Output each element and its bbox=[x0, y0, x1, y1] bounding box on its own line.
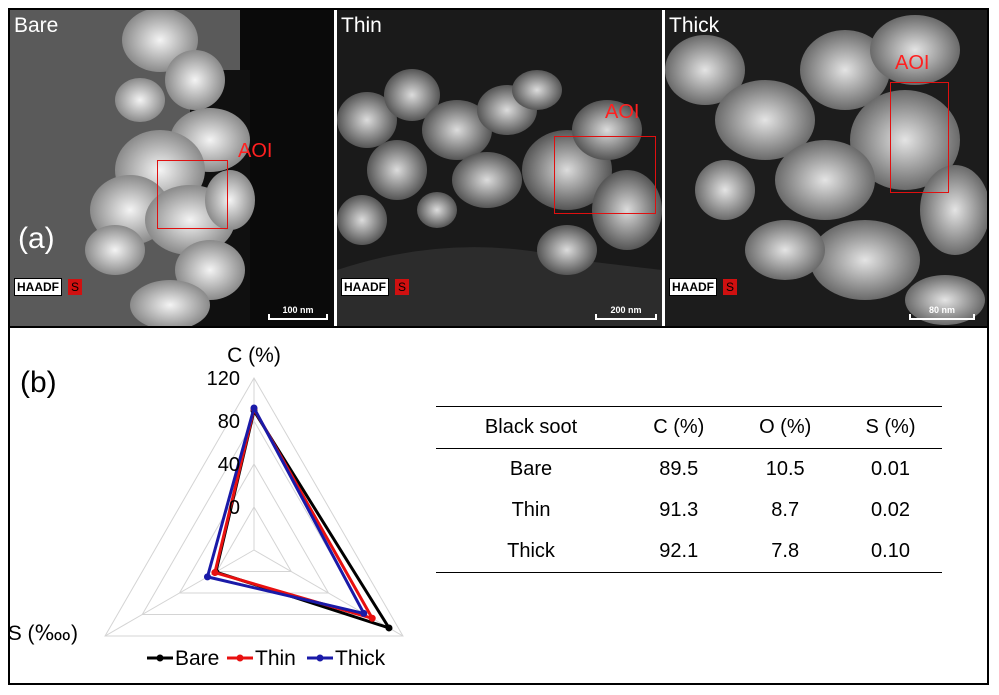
table-cell: 91.3 bbox=[659, 499, 699, 521]
tick-label: 40 bbox=[218, 454, 240, 476]
tick-label: 120 bbox=[207, 368, 240, 390]
series-line-thick bbox=[205, 406, 366, 615]
haadf-legend: HAADF S bbox=[669, 278, 738, 296]
haadf-tag: HAADF bbox=[669, 278, 717, 296]
table-cell: 0.01 bbox=[871, 458, 910, 480]
micrograph-thin: Thin AOI HAADF S 200 nm bbox=[337, 10, 662, 326]
table-cell: Thin bbox=[511, 499, 551, 521]
aoi-label: AOI bbox=[605, 101, 640, 123]
data-point-thin bbox=[211, 569, 219, 577]
table-row: Thin 91.3 8.7 0.02 bbox=[436, 490, 942, 531]
legend-entry: Thick bbox=[335, 647, 386, 670]
data-point-thin bbox=[368, 614, 376, 622]
table-cell: 10.5 bbox=[765, 458, 805, 480]
series-line-bare bbox=[214, 409, 391, 630]
table-cell: Thick bbox=[507, 540, 555, 562]
scale-bar-label: 200 nm bbox=[610, 305, 642, 315]
panel-divider bbox=[8, 326, 989, 328]
figure-frame bbox=[8, 8, 989, 685]
legend-marker bbox=[316, 654, 324, 662]
table-cell: 89.5 bbox=[659, 458, 699, 480]
haadf-legend: HAADF S bbox=[14, 278, 83, 296]
table-cell: 0.10 bbox=[871, 540, 910, 562]
grid-ring bbox=[215, 506, 293, 572]
table-cell: 8.7 bbox=[771, 499, 800, 521]
scale-bar: 80 nm bbox=[909, 305, 975, 320]
haadf-tag: HAADF bbox=[14, 278, 62, 296]
panel-title: Thick bbox=[669, 14, 720, 37]
table-cell: 0.02 bbox=[871, 499, 910, 521]
table-cell: 92.1 bbox=[659, 540, 699, 562]
data-point-thick bbox=[250, 404, 258, 412]
grid-ring bbox=[178, 462, 330, 594]
haadf-tag: HAADF bbox=[341, 278, 389, 296]
aoi-box bbox=[157, 160, 228, 229]
s-tag: S bbox=[68, 279, 83, 295]
table-row: Bare 89.5 10.5 0.01 bbox=[436, 449, 942, 491]
s-tag: S bbox=[395, 279, 410, 295]
micrograph-thin-image bbox=[337, 10, 662, 326]
legend-entry: Thin bbox=[255, 647, 296, 670]
aoi-label: AOI bbox=[895, 52, 930, 74]
micrograph-bare: Bare (a) AOI HAADF S 100 nm bbox=[10, 10, 334, 326]
data-point-bare bbox=[385, 624, 393, 632]
grid-ring bbox=[141, 420, 367, 615]
table-header: Black soot bbox=[484, 416, 578, 438]
tick-label: 80 bbox=[218, 411, 240, 433]
scale-bar: 200 nm bbox=[595, 305, 657, 320]
table-header: O (%) bbox=[759, 416, 812, 438]
composition-table-wrapper: Black soot C (%) O (%) S (%) Bare 89.5 1… bbox=[436, 406, 942, 573]
axis-spoke bbox=[104, 549, 255, 637]
legend-marker bbox=[156, 654, 164, 662]
scale-bar-label: 100 nm bbox=[282, 305, 314, 315]
micrograph-bare-image bbox=[10, 10, 334, 326]
micrograph-thick-image bbox=[665, 10, 987, 326]
aoi-box bbox=[890, 82, 949, 193]
radar-grid bbox=[104, 376, 404, 637]
series-line-thin bbox=[213, 407, 374, 620]
data-point-thick bbox=[203, 573, 211, 581]
radar-legend: Bare Thin Thick bbox=[147, 647, 386, 670]
table-cell: 7.8 bbox=[771, 540, 800, 562]
table-cell: Bare bbox=[509, 458, 553, 480]
table-header: S (%) bbox=[865, 416, 916, 438]
legend-entry: Bare bbox=[175, 647, 219, 670]
axis-label: S (‱) bbox=[10, 622, 78, 645]
scale-bar-label: 80 nm bbox=[928, 305, 955, 315]
composition-table: Black soot C (%) O (%) S (%) Bare 89.5 1… bbox=[436, 406, 942, 573]
aoi-box bbox=[554, 136, 656, 214]
tick-label: 0 bbox=[229, 497, 240, 519]
panel-a-label: (a) bbox=[18, 222, 55, 255]
panel-title: Bare bbox=[14, 14, 59, 37]
panel-title: Thin bbox=[341, 14, 382, 37]
radar-series bbox=[203, 404, 393, 632]
legend-marker bbox=[236, 654, 244, 662]
scale-bar: 100 nm bbox=[268, 305, 328, 320]
table-header: C (%) bbox=[653, 416, 705, 438]
aoi-label: AOI bbox=[238, 140, 273, 162]
data-point-thick bbox=[360, 609, 368, 617]
s-tag: S bbox=[723, 279, 738, 295]
table-row: Thick 92.1 7.8 0.10 bbox=[436, 531, 942, 573]
grid-ring bbox=[104, 376, 404, 637]
axis-label: C (%) bbox=[227, 344, 281, 367]
table-header-row: Black soot C (%) O (%) S (%) bbox=[436, 406, 942, 449]
axis-spoke bbox=[253, 549, 404, 637]
panel-b-label: (b) bbox=[20, 366, 57, 399]
haadf-legend: HAADF S bbox=[341, 278, 410, 296]
micrograph-thick: Thick AOI HAADF S 80 nm bbox=[665, 10, 987, 326]
